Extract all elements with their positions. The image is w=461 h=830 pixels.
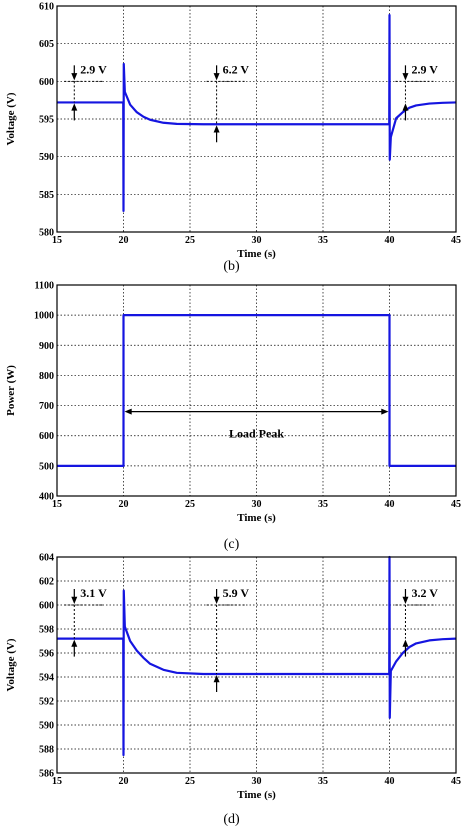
y-axis-label: Voltage (V)	[5, 638, 17, 691]
x-tick-label: 15	[52, 235, 62, 246]
x-tick-label: 20	[119, 776, 129, 787]
data-series-line	[57, 13, 457, 213]
y-tick-label: 595	[39, 115, 54, 126]
voltage-deviation-annotation: 2.9 V	[64, 62, 107, 121]
y-tick-label: 580	[39, 228, 54, 239]
x-tick-label: 40	[385, 499, 395, 510]
x-tick-label: 35	[318, 776, 328, 787]
y-axis-label: Voltage (V)	[5, 92, 17, 145]
x-tick-label: 20	[119, 235, 129, 246]
plot-frame	[56, 284, 457, 497]
y-tick-label: 500	[39, 461, 54, 472]
arrow-head-up	[213, 675, 220, 683]
x-tick-label: 25	[185, 776, 195, 787]
y-tick-label: 800	[39, 371, 54, 382]
x-tick-label: 45	[451, 776, 461, 787]
y-tick-label: 700	[39, 401, 54, 412]
chart-panel-d: 15 20 25 30 35 40 45 586 588 590 592 594 596 598 600 60…	[5, 553, 461, 828]
voltage-deviation-annotation: 3.1 V	[64, 586, 107, 657]
y-tick-label: 585	[39, 190, 54, 201]
y-tick-label: 1000	[34, 311, 54, 322]
arrow-head-left	[124, 408, 132, 415]
deviation-label: 2.9 V	[411, 62, 438, 76]
load-peak-annotation: Load Peak	[124, 408, 389, 441]
x-tick-label: 15	[52, 776, 62, 787]
voltage-deviation-annotation: 2.9 V	[395, 62, 438, 121]
y-tick-label: 604	[39, 553, 54, 564]
y-tick-label: 592	[39, 697, 54, 708]
y-tick-label: 1100	[35, 281, 54, 292]
voltage-deviation-annotation: 3.2 V	[395, 586, 438, 657]
deviation-label: 3.2 V	[411, 586, 438, 600]
plot-frame	[56, 556, 457, 774]
y-tick-label: 598	[39, 625, 54, 636]
y-tick-label: 588	[39, 745, 54, 756]
y-tick-label: 586	[39, 769, 54, 780]
x-tick-label: 30	[252, 776, 262, 787]
deviation-label: 2.9 V	[80, 62, 107, 76]
deviation-label: 3.1 V	[80, 586, 107, 600]
y-tick-label: 600	[39, 601, 54, 612]
arrow-head-up	[71, 639, 78, 647]
arrow-head-down	[402, 596, 409, 604]
plot-frame	[56, 5, 457, 233]
x-tick-label: 25	[185, 235, 195, 246]
arrow-head-right	[381, 408, 389, 415]
y-tick-label: 400	[39, 492, 54, 503]
x-tick-label: 45	[451, 235, 461, 246]
arrow-head-down	[213, 73, 220, 81]
y-tick-label: 590	[39, 721, 54, 732]
span-label: Load Peak	[229, 427, 284, 441]
arrow-head-up	[402, 639, 409, 647]
x-axis-label: Time (s)	[237, 789, 276, 801]
y-tick-label: 610	[39, 2, 54, 13]
x-tick-label: 40	[385, 776, 395, 787]
voltage-deviation-annotation: 6.2 V	[206, 62, 250, 143]
arrow-head-down	[402, 73, 409, 81]
x-tick-label: 35	[318, 235, 328, 246]
x-tick-label: 40	[385, 235, 395, 246]
x-tick-label: 20	[119, 499, 129, 510]
y-tick-label: 600	[39, 77, 54, 88]
x-tick-label: 30	[252, 499, 262, 510]
data-series-line	[57, 314, 456, 467]
y-axis-label: Power (W)	[5, 365, 17, 416]
y-tick-label: 600	[39, 431, 54, 442]
x-tick-label: 15	[52, 499, 62, 510]
x-tick-label: 45	[451, 499, 461, 510]
chart-panel-b: 15 20 25 30 35 40 45 580 585 590 595 600 605 610 Time …	[5, 2, 461, 275]
data-series-line	[57, 555, 457, 757]
y-tick-label: 900	[39, 341, 54, 352]
deviation-label: 6.2 V	[223, 62, 250, 76]
y-tick-label: 605	[39, 39, 54, 50]
arrow-head-up	[402, 103, 409, 111]
arrow-head-up	[71, 103, 78, 111]
arrow-head-down	[213, 596, 220, 604]
voltage-deviation-annotation: 5.9 V	[206, 586, 250, 692]
panel-caption: (b)	[223, 259, 240, 274]
x-tick-label: 35	[318, 499, 328, 510]
x-axis-label: Time (s)	[237, 248, 276, 260]
deviation-label: 5.9 V	[223, 586, 250, 600]
y-tick-label: 594	[39, 673, 54, 684]
x-tick-label: 25	[185, 499, 195, 510]
panel-caption: (d)	[223, 812, 240, 827]
x-axis-label: Time (s)	[237, 512, 276, 524]
arrow-head-down	[71, 596, 78, 604]
y-tick-label: 602	[39, 577, 54, 588]
panel-caption: (c)	[224, 537, 240, 552]
chart-panel-c: 15 20 25 30 35 40 45 400 500 600 700 800 900 1000 1100…	[5, 281, 461, 553]
x-tick-label: 30	[252, 235, 262, 246]
arrow-head-up	[213, 125, 220, 133]
y-tick-label: 596	[39, 649, 54, 660]
y-tick-label: 590	[39, 152, 54, 163]
arrow-head-down	[71, 73, 78, 81]
